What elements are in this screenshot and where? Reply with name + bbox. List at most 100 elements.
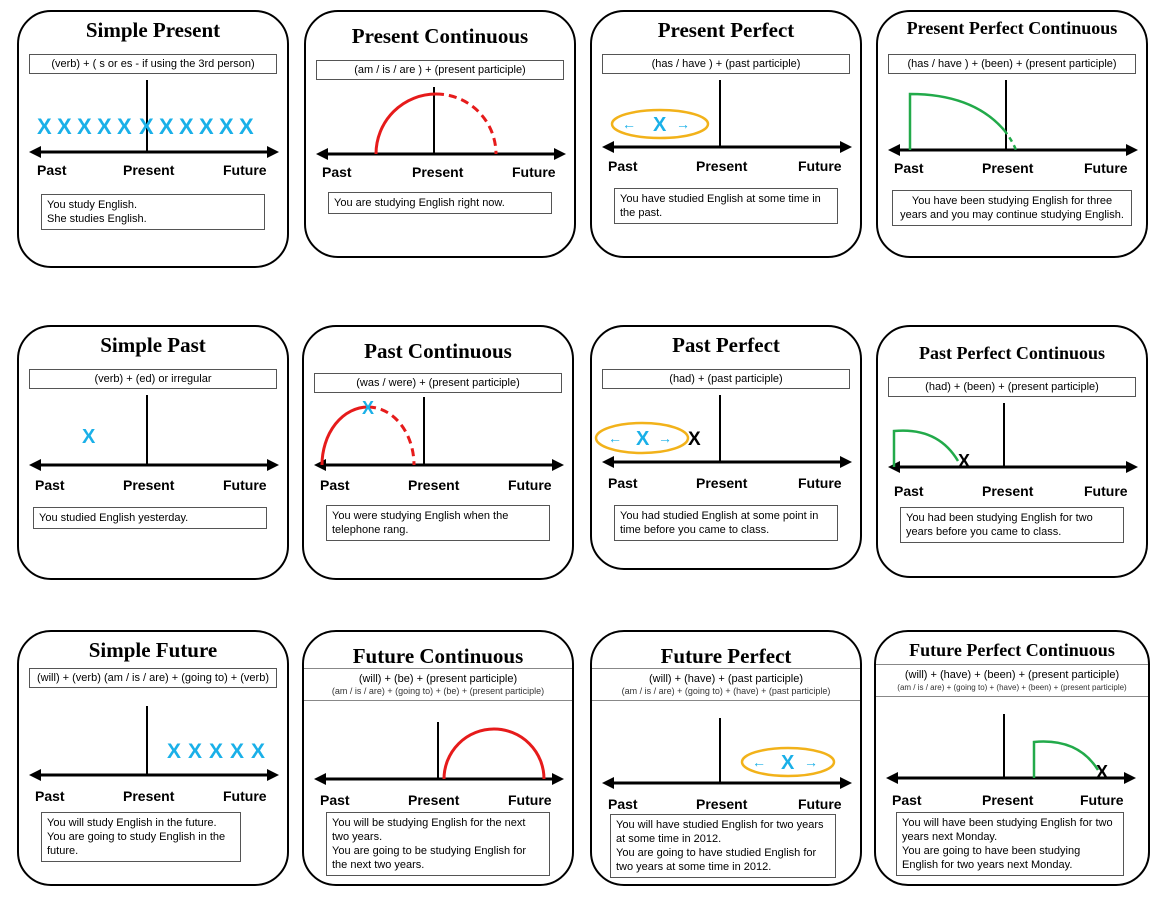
x-mark: X [179,114,194,139]
future-label: Future [508,477,552,493]
present-label: Present [696,796,748,812]
formula-text: (has / have ) + (been) + (present partic… [907,58,1117,70]
example-box: You will have been studying English for … [896,812,1124,876]
future-label: Future [1084,483,1128,499]
future-label: Future [798,475,842,491]
future-label: Future [798,158,842,174]
timeline-diagram: ← X → [602,80,852,153]
formula-text: (will) + (have) + (been) + (present part… [904,669,1120,681]
past-label: Past [608,158,638,174]
tense-card-present-perfect-continuous: Present Perfect Continuous (has / have )… [876,10,1148,258]
svg-text:←: ← [752,754,766,770]
tense-card-future-continuous: Future Continuous (will) + (be) + (prese… [302,630,574,886]
example-line: You are going to study English in the fu… [47,831,226,857]
action-curve [892,429,960,467]
present-label: Present [696,158,748,174]
timeline-diagram [314,722,564,785]
action-curve [908,92,1005,150]
example-box: You studied English yesterday. [33,507,267,529]
example-line: You have been studying English for three… [900,195,1124,221]
x-mark: X [239,114,254,139]
future-label: Future [798,796,842,812]
example-box: You are studying English right now. [328,192,552,214]
x-mark: X [188,740,202,763]
card-title: Present Perfect [657,18,795,42]
example-box: You were studying English when the telep… [326,505,550,541]
x-mark: X [209,740,223,763]
past-label: Past [35,788,65,804]
formula-box: (verb) + (ed) or irregular [29,369,277,389]
card-title: Simple Past [100,333,206,357]
example-line: You will be studying English for the nex… [332,817,526,843]
action-arc [320,405,369,466]
card-title: Past Continuous [364,339,512,363]
x-mark: X [653,114,667,136]
card-title: Past Perfect [672,333,780,357]
time-period-ellipse [594,421,690,455]
example-line: You study English. [47,199,138,211]
timeline-diagram [316,87,566,160]
formula-text-alt: (am / is / are) + (going to) + (have) + … [897,683,1127,692]
present-label: Present [408,792,460,808]
x-mark: X [958,451,970,471]
formula-box: (am / is / are ) + (present participle) [316,60,564,80]
future-label: Future [508,792,552,808]
formula-box: (will) + (have) + (past participle) (am … [594,670,858,699]
x-mark: X [77,114,92,139]
time-period-ellipse [740,746,836,778]
timeline-diagram: X [888,403,1138,473]
example-line: You will study English in the future. [47,817,217,829]
svg-text:→: → [658,430,672,446]
tense-card-past-continuous: Past Continuous (was / were) + (present … [302,325,574,580]
timeline-diagram: X [29,395,279,471]
example-line: You are going to be studying English for… [332,845,527,871]
past-label: Past [322,164,352,180]
formula-box: (will) + (be) + (present participle) (am… [306,670,570,699]
past-label: Past [894,160,924,176]
formula-text: (had) + (past participle) [669,373,783,385]
svg-text:→: → [676,116,690,132]
past-label: Past [320,792,350,808]
past-label: Past [37,162,67,178]
future-label: Future [512,164,556,180]
example-box: You had been studying English for two ye… [900,507,1124,543]
example-line: You will have been studying English for … [902,817,1113,843]
timeline-diagram [888,80,1138,156]
tense-card-present-perfect: Present Perfect (has / have ) + (past pa… [590,10,862,258]
formula-text: (will) + (have) + (past participle) [648,673,804,685]
present-label: Present [123,477,175,493]
present-label: Present [982,160,1034,176]
continuing-arc [435,92,498,155]
svg-text:←: ← [622,116,636,132]
tense-card-future-perfect: Future Perfect (will) + (have) + (past p… [590,630,862,886]
example-line: You are studying English right now. [334,197,505,209]
tense-card-present-continuous: Present Continuous (am / is / are ) + (p… [304,10,576,258]
x-mark: X [167,740,181,763]
x-mark: X [37,114,52,139]
formula-box: (will) + (verb) (am / is / are) + (going… [29,668,277,688]
present-label: Present [696,475,748,491]
present-label: Present [408,477,460,493]
continuing-arc [367,405,416,466]
present-label: Present [412,164,464,180]
x-mark: X [199,114,214,139]
x-mark: X [688,429,701,450]
formula-text: (was / were) + (present participle) [356,377,520,389]
formula-text: (am / is / are ) + (present participle) [354,64,526,76]
x-mark: X [139,114,154,139]
formula-text: (verb) + (ed) or irregular [94,373,212,385]
present-label: Present [123,162,175,178]
past-label: Past [892,792,922,808]
card-title: Future Perfect [660,644,792,668]
formula-box: (verb) + ( s or es - if using the 3rd pe… [29,54,277,74]
x-mark: X [1096,762,1108,782]
example-box: You study English. She studies English. [41,194,265,230]
formula-text: (will) + (be) + (present participle) [358,673,518,685]
example-line: You are going to have studied English fo… [616,847,817,873]
example-box: You will be studying English for the nex… [326,812,550,876]
formula-box: (had) + (past participle) [602,369,850,389]
action-arc [374,92,437,155]
svg-text:→: → [804,754,818,770]
tense-card-simple-past: Simple Past (verb) + (ed) or irregular X… [17,325,289,580]
continuing-curve [1003,129,1018,151]
